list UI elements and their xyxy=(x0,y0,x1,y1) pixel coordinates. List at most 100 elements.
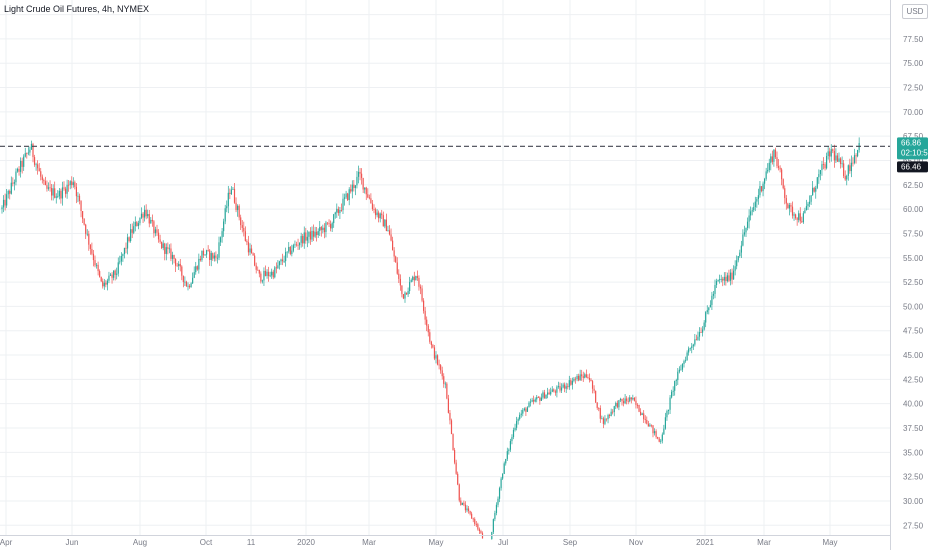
candle-body xyxy=(20,160,22,172)
price-axis[interactable]: 27.50 30.00 32.50 35.00 37.50 40.00 42.50 45.00… xyxy=(903,11,924,531)
candle-body xyxy=(698,332,701,337)
candle-body xyxy=(788,205,790,209)
candle-body xyxy=(170,248,172,259)
y-tick-label: 55.00 xyxy=(903,254,924,263)
candle-body xyxy=(795,214,797,219)
candle-body xyxy=(16,168,19,172)
time-axis[interactable]: Apr Jun Aug Oct 11 2020 Mar May Jul Sep Nov 2021 Mar… xyxy=(0,538,838,547)
candle-body xyxy=(173,254,175,260)
candle-body xyxy=(60,190,62,199)
candle-body xyxy=(609,415,611,416)
candle-body xyxy=(545,394,547,399)
candle-body xyxy=(55,196,57,198)
candle-body xyxy=(525,408,527,412)
symbol-title[interactable]: Light Crude Oil Futures, 4h, NYMEX xyxy=(4,4,150,14)
candle-body xyxy=(246,240,248,243)
candle-body xyxy=(601,418,603,420)
currency-badge[interactable]: USD xyxy=(902,4,928,19)
candle-body xyxy=(323,227,325,233)
candle-body xyxy=(9,190,11,194)
candle-body xyxy=(553,389,555,392)
candle-body xyxy=(362,177,364,190)
candle-body xyxy=(219,237,222,243)
candle-body xyxy=(762,183,764,192)
candle-body xyxy=(412,276,414,280)
candle-body xyxy=(92,253,95,261)
candle-body xyxy=(210,253,212,260)
candle-body xyxy=(280,259,282,262)
x-tick-label: Sep xyxy=(563,538,578,547)
candle-body xyxy=(667,409,670,412)
candle-body xyxy=(206,250,208,255)
candle-body xyxy=(32,143,34,158)
candle-body xyxy=(44,181,46,186)
candle-body xyxy=(477,524,479,530)
candle-body xyxy=(723,276,725,281)
candle-body xyxy=(13,182,15,184)
candle-body xyxy=(822,164,825,166)
candle-body xyxy=(644,419,646,420)
candle-body xyxy=(159,239,161,242)
candle-body xyxy=(653,431,656,434)
candle-body xyxy=(550,391,552,395)
x-tick-label: May xyxy=(822,538,837,547)
candle-body xyxy=(643,413,645,420)
candle-body xyxy=(650,424,653,426)
y-tick-label: 27.50 xyxy=(903,521,924,530)
candle-body xyxy=(709,304,711,308)
candle-body xyxy=(734,266,736,271)
candle-body xyxy=(199,258,201,261)
candle-body xyxy=(109,274,112,276)
candle-body xyxy=(145,209,147,217)
candle-body xyxy=(258,269,260,274)
candle-body xyxy=(175,259,177,266)
candle-body xyxy=(500,478,502,489)
candle-body xyxy=(818,174,820,178)
candle-body xyxy=(116,273,118,275)
candle-body xyxy=(669,397,671,410)
candle-body xyxy=(632,397,634,400)
candle-body xyxy=(168,248,170,250)
candle-body xyxy=(52,188,54,196)
candle-body xyxy=(367,194,369,198)
candle-body xyxy=(195,266,197,273)
candle-body xyxy=(700,332,702,333)
candle-body xyxy=(567,386,569,388)
candle-body xyxy=(156,229,158,233)
candle-body xyxy=(261,280,263,282)
candle-body xyxy=(275,267,277,269)
countdown-label: 02:10:51 xyxy=(901,148,932,157)
candle-body xyxy=(49,187,51,189)
candle-body xyxy=(182,275,184,283)
candle-body xyxy=(728,275,730,281)
candle-body xyxy=(584,374,586,378)
candle-body xyxy=(309,231,312,240)
candle-body xyxy=(40,171,42,177)
candle-body xyxy=(99,271,101,277)
candle-body xyxy=(331,223,333,229)
candle-body xyxy=(612,411,614,413)
x-tick-label: Mar xyxy=(362,538,376,547)
candle-body xyxy=(629,397,631,402)
candle-body xyxy=(666,411,668,418)
candle-body xyxy=(171,254,174,259)
candle-body xyxy=(517,419,519,422)
candle-body xyxy=(413,276,415,281)
candle-body xyxy=(161,241,163,249)
candle-body xyxy=(655,431,657,437)
candle-body xyxy=(599,408,601,419)
candle-body xyxy=(529,401,532,403)
candle-body xyxy=(781,169,783,180)
candle-body xyxy=(381,213,383,216)
candle-body xyxy=(714,285,716,294)
candle-body xyxy=(399,278,401,286)
candle-body xyxy=(436,355,439,365)
candle-body xyxy=(353,184,355,189)
candle-body xyxy=(799,213,801,222)
candle-body xyxy=(322,227,324,231)
candle-body xyxy=(827,151,829,157)
candle-body xyxy=(733,270,735,280)
candle-body xyxy=(447,398,449,413)
candle-body xyxy=(271,271,273,276)
